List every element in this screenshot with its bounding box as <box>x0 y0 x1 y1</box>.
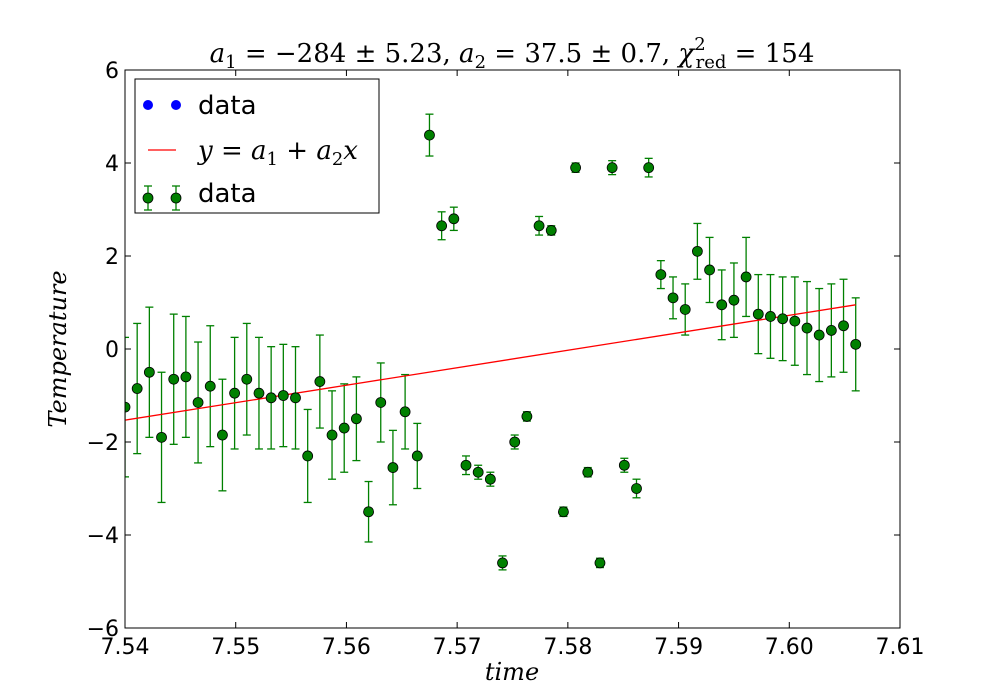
data-point <box>850 338 862 350</box>
data-point <box>277 390 289 401</box>
legend-label-green-data: data <box>198 179 257 209</box>
x-tick-label: 7.60 <box>765 635 814 660</box>
data-point <box>582 466 594 478</box>
legend-entry-fit: y = a1 + a2x <box>148 136 358 170</box>
data-point <box>484 473 496 485</box>
data-point <box>789 315 801 327</box>
legend-blue-dot <box>143 100 153 110</box>
data-point <box>168 373 180 385</box>
x-axis-label: time <box>485 658 539 686</box>
x-tick-label: 7.57 <box>433 635 482 660</box>
x-tick-label: 7.56 <box>322 635 371 660</box>
data-point <box>704 264 715 276</box>
legend: data y = a1 + a2x data <box>134 78 380 214</box>
plot-layer <box>125 113 862 571</box>
data-point <box>350 413 362 425</box>
data-point <box>521 411 533 422</box>
y-axis-label: Temperature <box>44 270 72 427</box>
legend-entry-blue-data: data <box>143 91 257 121</box>
chart-title: a1 = −284 ± 5.23, a2 = 37.5 ± 0.7, χ2 red… <box>210 34 815 73</box>
data-point <box>691 245 703 257</box>
data-point <box>180 371 192 383</box>
data-point <box>125 401 131 413</box>
data-point <box>813 329 825 341</box>
data-point <box>643 162 655 174</box>
legend-green-errorbar <box>142 185 154 211</box>
data-point <box>399 406 411 418</box>
data-point <box>740 271 752 283</box>
data-point <box>143 366 155 378</box>
data-point <box>387 462 399 473</box>
data-point <box>606 162 618 174</box>
data-point <box>472 466 484 478</box>
data-point <box>765 311 776 322</box>
x-tick-label: 7.54 <box>101 635 150 660</box>
data-point <box>302 450 314 462</box>
data-point <box>533 220 545 232</box>
data-point <box>290 392 301 404</box>
data-point <box>229 387 241 399</box>
data-point <box>131 383 143 394</box>
data-point <box>363 506 374 518</box>
data-point <box>825 324 837 336</box>
data-point <box>570 162 582 174</box>
data-point <box>436 220 448 232</box>
data-points <box>125 129 862 569</box>
data-point <box>253 387 265 399</box>
data-point <box>497 557 508 569</box>
data-point <box>777 313 789 325</box>
y-tick-label: −6 <box>87 617 119 642</box>
data-point <box>204 380 216 392</box>
data-point <box>801 322 813 334</box>
data-point <box>375 397 387 408</box>
data-point <box>716 299 728 311</box>
data-point <box>728 294 740 306</box>
data-point <box>838 320 849 332</box>
data-point <box>460 459 472 471</box>
data-point <box>631 483 642 494</box>
data-point <box>594 557 606 569</box>
data-point <box>679 304 691 315</box>
data-point <box>217 429 228 441</box>
data-point <box>752 308 764 320</box>
x-tick-label: 7.55 <box>211 635 260 660</box>
data-point <box>424 129 435 141</box>
data-point <box>241 373 253 385</box>
x-tick-label: 7.59 <box>654 635 703 660</box>
data-point <box>411 450 423 462</box>
y-tick-label: 2 <box>105 245 119 270</box>
data-point <box>509 436 521 448</box>
legend-entry-green-data: data <box>142 179 257 211</box>
x-axis-ticks: 7.54 7.55 7.56 7.57 7.58 7.59 7.60 7.61 <box>101 70 925 660</box>
legend-label-blue-data: data <box>198 91 257 121</box>
x-tick-label: 7.61 <box>876 635 925 660</box>
y-tick-label: −2 <box>87 431 119 456</box>
data-point <box>338 422 350 434</box>
legend-blue-dot <box>171 100 181 110</box>
fit-line <box>125 304 856 421</box>
legend-label-fit: y = a1 + a2x <box>197 136 358 170</box>
legend-green-errorbar <box>170 185 182 211</box>
y-tick-label: 4 <box>105 152 119 177</box>
y-tick-label: −4 <box>87 524 119 549</box>
data-point <box>545 225 557 236</box>
data-point <box>448 213 460 225</box>
data-point <box>326 429 338 441</box>
data-point <box>265 392 277 404</box>
x-tick-label: 7.58 <box>543 635 592 660</box>
data-point <box>558 506 569 518</box>
data-point <box>314 376 326 387</box>
errorbar <box>125 336 129 478</box>
data-point <box>667 292 679 304</box>
data-point <box>655 269 667 281</box>
y-tick-label: 0 <box>105 338 119 363</box>
data-point <box>156 431 167 443</box>
data-point <box>618 459 630 471</box>
y-tick-label: 6 <box>105 59 119 84</box>
y-axis-ticks: −6 −4 −2 0 2 4 6 <box>87 59 900 642</box>
data-point <box>192 397 204 408</box>
